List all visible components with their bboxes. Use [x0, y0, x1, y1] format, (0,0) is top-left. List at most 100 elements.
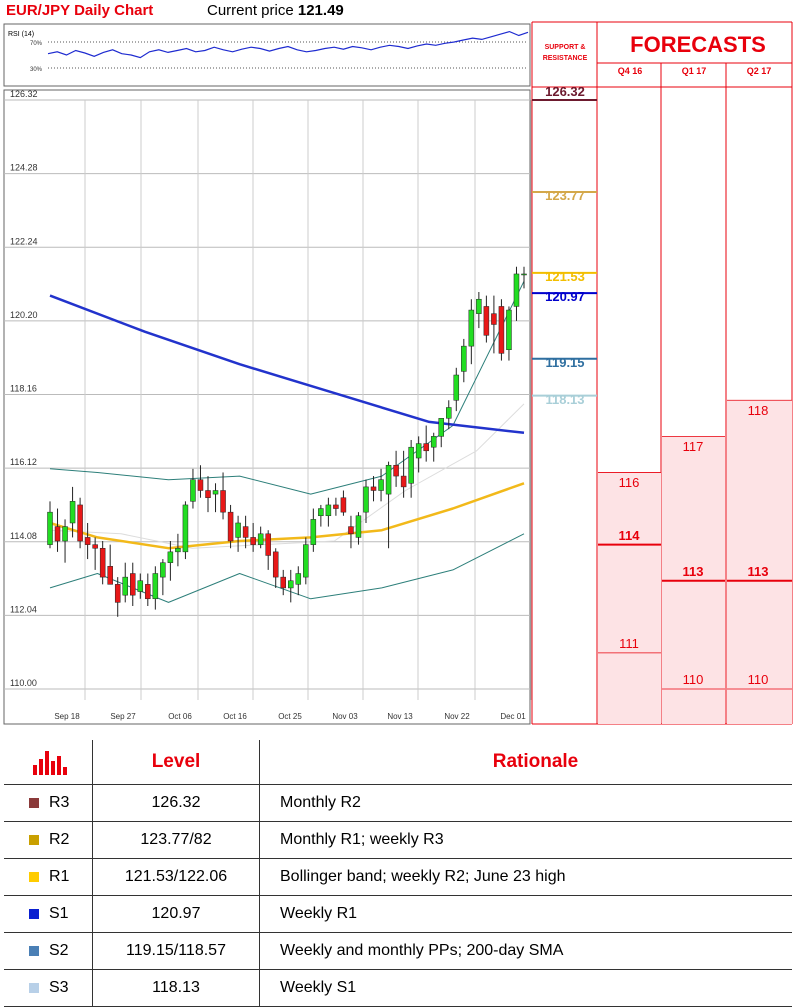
current-price-value: 121.49 [297, 2, 344, 19]
candle-body [513, 273, 520, 307]
candle-body [175, 547, 181, 553]
candle-body [137, 580, 144, 592]
forecast-column-label: Q1 17 [681, 66, 707, 76]
candle-body [69, 501, 76, 524]
candle-body [250, 537, 256, 545]
candle-body [438, 418, 444, 437]
y-tick-label: 114.08 [10, 531, 37, 541]
candle-body [446, 407, 452, 419]
candle-body [197, 479, 204, 491]
level-value: 120.97 [92, 895, 260, 933]
support-resistance-title: SUPPORT & RESISTANCE [533, 42, 597, 64]
candle-body [476, 298, 482, 314]
x-tick-label: Nov 03 [332, 712, 358, 721]
candle-body [430, 436, 437, 448]
y-tick-label: 124.28 [10, 163, 38, 173]
levels-table-row: R1 121.53/122.06 Bollinger band; weekly R2… [4, 858, 792, 896]
forecast-high-value: 116 [618, 475, 640, 491]
candle-body [355, 515, 362, 538]
candle-body [295, 573, 302, 585]
forecast-mid-value: 113 [747, 563, 769, 579]
level-name-cell: R3 [4, 784, 93, 822]
price-panel [3, 89, 531, 725]
level-rationale: Bollinger band; weekly R2; June 23 high [259, 858, 792, 896]
forecast-range-box [727, 400, 792, 724]
candle-body [385, 464, 392, 495]
sr-level-value: 119.15 [545, 354, 585, 370]
level-rationale: Monthly R1; weekly R3 [259, 821, 792, 859]
x-tick-label: Oct 06 [168, 712, 192, 721]
candle-body [167, 551, 174, 563]
x-tick-label: Nov 13 [387, 712, 413, 721]
candle-body [340, 497, 347, 513]
level-value: 121.53/122.06 [92, 858, 260, 896]
level-name-cell: S2 [4, 932, 93, 970]
chart-title: EUR/JPY Daily Chart [6, 2, 154, 19]
candle-body [145, 584, 151, 600]
x-tick-label: Sep 27 [110, 712, 136, 721]
forecast-column-label: Q4 16 [617, 66, 643, 76]
candle-body [272, 551, 279, 578]
level-value: 123.77/82 [92, 821, 260, 859]
candle-body [318, 508, 324, 517]
y-tick-label: 122.24 [10, 236, 38, 246]
candle-body [521, 273, 527, 276]
candle-body [288, 580, 294, 589]
candle-body [99, 547, 106, 578]
candle-body [506, 309, 512, 350]
y-tick-label: 118.16 [10, 384, 37, 394]
level-value: 118.13 [92, 969, 260, 1007]
levels-table-row: R2 123.77/82 Monthly R1; weekly R3 [4, 821, 792, 859]
candle-body [461, 345, 467, 372]
support-resistance-title-line2: RESISTANCE [542, 55, 588, 62]
level-name: R2 [49, 831, 70, 848]
candle-body [265, 533, 271, 556]
y-tick-label: 110.00 [10, 678, 37, 688]
levels-table-row: S1 120.97 Weekly R1 [4, 895, 792, 933]
x-tick-label: Sep 18 [54, 712, 80, 721]
candle-body [310, 519, 317, 545]
level-rationale: Weekly S1 [259, 969, 792, 1007]
support-resistance-title-line1: SUPPORT & [544, 44, 586, 51]
current-price-label: Current price [207, 2, 294, 19]
candle-body [370, 486, 377, 491]
candle-body [227, 511, 234, 542]
sr-level-value: 123.77 [545, 188, 585, 204]
bar-chart-icon [33, 751, 67, 775]
candle-body [333, 504, 339, 509]
candle-body [363, 486, 369, 513]
candle-body [92, 544, 98, 549]
level-rationale: Monthly R2 [259, 784, 792, 822]
candle-body [325, 504, 332, 517]
rsi-label: RSI (14) [8, 31, 34, 38]
bars-logo-cell [4, 740, 93, 785]
bollinger-mid-line [49, 403, 525, 549]
forecast-mid-value: 113 [682, 563, 704, 579]
x-tick-label: Oct 25 [278, 712, 302, 721]
forecast-high-value: 117 [682, 439, 704, 455]
candle-body [220, 490, 226, 513]
candle-body [348, 526, 354, 535]
candle-body [84, 537, 91, 545]
level-name-cell: S1 [4, 895, 93, 933]
rsi-70-label: 70% [30, 41, 43, 47]
forecast-mid-value: 114 [618, 527, 640, 543]
forecast-high-value: 118 [747, 403, 769, 419]
levels-table-body: R3 126.32 Monthly R2 R2 123.77/82 Monthly R1;… [4, 784, 792, 1007]
candle-body [212, 490, 219, 495]
x-tick-label: Nov 22 [444, 712, 470, 721]
candle-body [152, 573, 159, 600]
candle-body [453, 374, 460, 401]
forecast-low-value: 110 [747, 672, 769, 687]
level-name-cell: R1 [4, 858, 93, 896]
levels-table-row: S2 119.15/118.57 Weekly and monthly PPs; 2… [4, 932, 792, 970]
sr-level-value: 126.32 [545, 84, 585, 99]
candle-body [400, 475, 407, 488]
level-value: 126.32 [92, 784, 260, 822]
rsi-30-label: 30% [30, 67, 43, 73]
level-name-cell: R2 [4, 821, 93, 859]
level-name: S1 [49, 905, 69, 922]
y-tick-label: 126.32 [10, 89, 38, 99]
level-name-cell: S3 [4, 969, 93, 1007]
level-name: S3 [49, 979, 69, 996]
